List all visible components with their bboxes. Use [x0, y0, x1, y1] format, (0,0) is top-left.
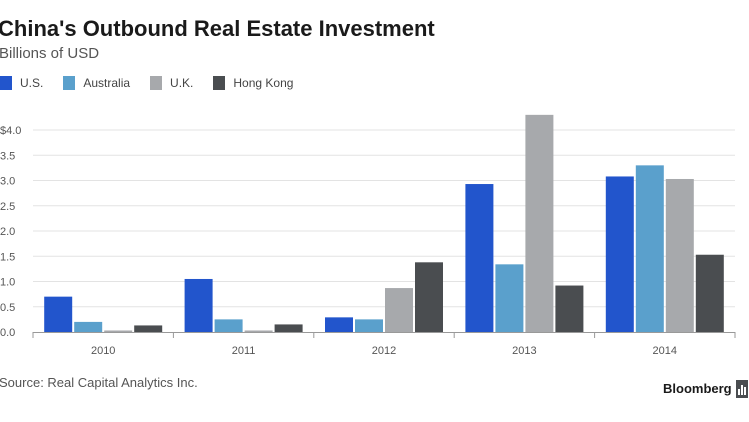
bar-u-s-2013 [465, 184, 494, 332]
legend-item-hong-kong: Hong Kong [213, 76, 293, 90]
y-tick-label: 3.0 [0, 176, 15, 188]
legend-swatch-uk [150, 76, 163, 90]
bar-australia-2012 [355, 319, 383, 332]
bar-u-k-2010 [104, 330, 133, 332]
y-tick-label: 0.5 [0, 302, 15, 314]
bloomberg-logo: Bloomberg [663, 381, 732, 396]
bar-u-s-2012 [325, 317, 353, 332]
source-note: Source: Real Capital Analytics Inc. [0, 375, 198, 390]
bar-australia-2010 [74, 321, 103, 332]
legend: U.S. Australia U.K. Hong Kong [0, 74, 313, 92]
bar-australia-2011 [214, 319, 243, 332]
x-tick-label: 2010 [91, 345, 115, 357]
legend-label-hong-kong: Hong Kong [233, 76, 294, 90]
bar-hong-kong-2010 [134, 325, 163, 332]
x-tick-label: 2012 [372, 345, 396, 357]
bar-u-k-2014 [665, 178, 694, 332]
bar-australia-2014 [635, 165, 664, 332]
bar-hong-kong-2012 [415, 262, 443, 332]
chart-title: China's Outbound Real Estate Investment [0, 16, 435, 41]
y-tick-label: 2.5 [0, 201, 15, 213]
bar-u-s-2010 [44, 296, 73, 332]
x-tick-label: 2011 [232, 345, 256, 357]
bloomberg-chart-icon [736, 380, 748, 398]
legend-label-australia: Australia [83, 76, 131, 90]
x-tick-label: 2013 [512, 345, 536, 357]
bar-australia-2013 [495, 264, 524, 332]
bar-u-k-2012 [385, 288, 413, 332]
bar-hong-kong-2013 [555, 285, 584, 332]
legend-label-us: U.S. [20, 76, 44, 90]
legend-item-us: U.S. [0, 76, 43, 90]
bar-u-k-2011 [244, 330, 273, 332]
bar-u-s-2011 [184, 278, 213, 332]
y-tick-label: $4.0 [0, 125, 21, 137]
bar-hong-kong-2014 [695, 254, 724, 332]
legend-item-uk: U.K. [150, 76, 193, 90]
x-tick-label: 2014 [653, 345, 677, 357]
legend-label-uk: U.K. [170, 76, 194, 90]
y-tick-label: 2.0 [0, 226, 15, 238]
bar-u-k-2013 [525, 114, 554, 332]
y-tick-label: 0.0 [0, 327, 15, 339]
y-tick-label: 1.0 [0, 277, 15, 289]
legend-item-australia: Australia [63, 76, 130, 90]
bar-u-s-2014 [605, 176, 634, 332]
bar-chart: 0.0 0.5 1.0 1.5 2.0 2.5 3.0 3.5 $4.0 2010 2011 2012… [0, 114, 736, 357]
legend-swatch-us [0, 76, 12, 90]
bar-hong-kong-2011 [274, 324, 303, 332]
legend-swatch-hong-kong [213, 76, 226, 90]
y-tick-label: 1.5 [0, 251, 15, 263]
y-tick-label: 3.5 [0, 150, 15, 162]
chart-subtitle: Billions of USD [0, 45, 100, 62]
legend-swatch-australia [63, 76, 76, 90]
